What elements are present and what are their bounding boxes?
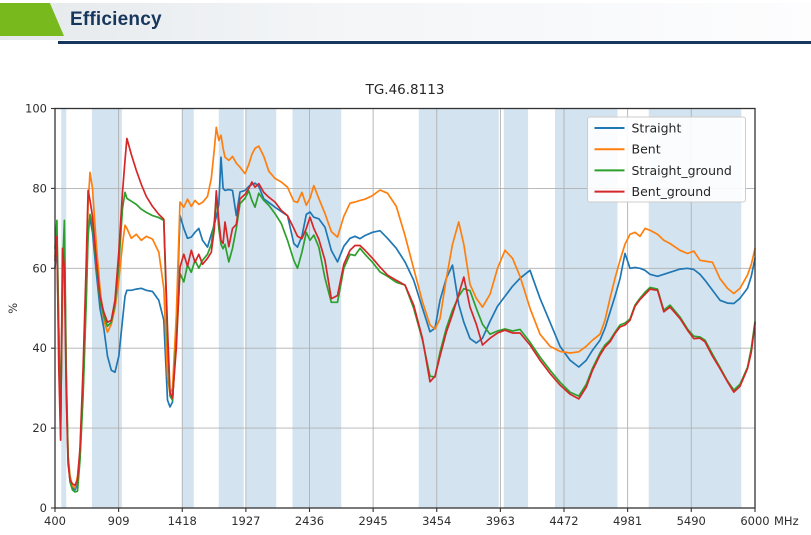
y-tick-label: 40 bbox=[32, 341, 47, 355]
page-title: Efficiency bbox=[70, 9, 162, 30]
y-tick-label: 0 bbox=[40, 501, 47, 515]
highlight-band bbox=[182, 108, 194, 508]
series-line-Bent_ground bbox=[54, 137, 756, 487]
x-tick-label: 2945 bbox=[358, 514, 387, 528]
x-tick-label: 909 bbox=[108, 514, 130, 528]
x-tick-label: 4472 bbox=[549, 514, 578, 528]
y-tick-label: 60 bbox=[32, 261, 47, 275]
highlight-band bbox=[418, 108, 499, 508]
highlight-band bbox=[292, 108, 342, 508]
header-strip bbox=[0, 3, 811, 40]
legend-box bbox=[587, 116, 746, 203]
legend-label-Bent_ground: Bent_ground bbox=[632, 184, 712, 199]
x-tick-label: 3454 bbox=[422, 514, 451, 528]
header-divider bbox=[58, 41, 811, 44]
highlight-band bbox=[246, 108, 277, 508]
x-tick-label: 1927 bbox=[231, 514, 260, 528]
x-tick-label: 5490 bbox=[677, 514, 706, 528]
legend-label-Straight_ground: Straight_ground bbox=[632, 163, 732, 178]
plot-frame bbox=[54, 107, 756, 509]
y-tick-label: 20 bbox=[32, 421, 47, 435]
x-tick-label: 1418 bbox=[168, 514, 197, 528]
x-tick-label: 400 bbox=[44, 514, 66, 528]
highlight-band bbox=[91, 108, 122, 508]
highlight-band bbox=[503, 108, 529, 508]
x-tick-label: 2436 bbox=[295, 514, 324, 528]
x-tick-label: 6000 bbox=[740, 514, 769, 528]
chart-title: TG.46.8113 bbox=[365, 82, 445, 98]
legend-label-Straight: Straight bbox=[632, 121, 682, 136]
highlight-band bbox=[61, 108, 67, 508]
y-tick-label: 100 bbox=[25, 102, 47, 116]
x-tick-label: 3963 bbox=[486, 514, 515, 528]
y-tick-label: 80 bbox=[32, 181, 47, 195]
x-tick-label: 4981 bbox=[613, 514, 642, 528]
x-axis-unit: MHz bbox=[774, 514, 799, 528]
legend-label-Bent: Bent bbox=[632, 142, 661, 157]
series-line-Straight bbox=[54, 156, 756, 491]
y-axis-label: % bbox=[6, 303, 20, 314]
